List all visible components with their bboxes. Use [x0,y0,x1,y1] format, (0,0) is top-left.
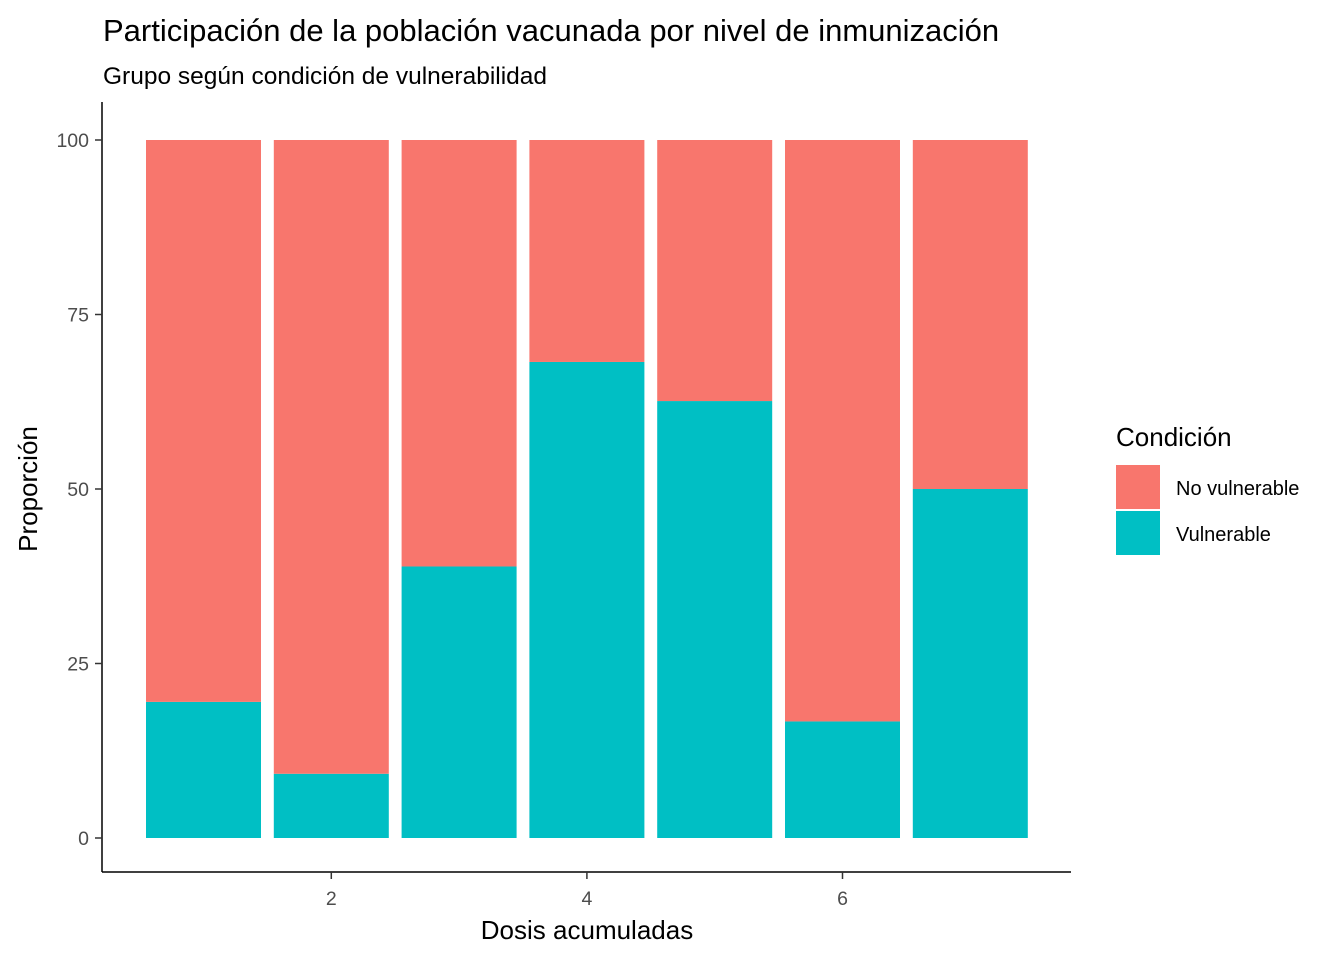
legend-label-no-vulnerable: No vulnerable [1176,478,1299,500]
legend-swatch-no-vulnerable [1116,465,1160,509]
bar-no-vulnerable-1 [146,140,261,702]
chart-title: Participación de la población vacunada p… [103,13,999,48]
y-tick-label: 50 [67,479,89,501]
bar-vulnerable-2 [273,773,389,838]
x-tick-label: 4 [581,888,592,910]
y-tick-label: 0 [78,828,89,850]
legend-title: Condición [1116,422,1232,452]
bar-vulnerable-5 [657,401,773,838]
bar-no-vulnerable-4 [529,140,645,362]
bar-vulnerable-1 [146,701,261,838]
bar-no-vulnerable-5 [657,140,773,402]
x-axis-ticks: 2 4 6 [326,872,848,910]
legend: Condición No vulnerable Vulnerable [1116,422,1299,555]
x-tick-label: 6 [837,888,848,910]
y-axis-ticks: 0 25 50 75 100 [56,130,102,850]
chart-subtitle: Grupo según condición de vulnerabilidad [103,63,547,90]
bar-vulnerable-7 [912,489,1028,838]
bar-no-vulnerable-3 [401,140,517,567]
bar-no-vulnerable-7 [912,140,1028,489]
y-tick-label: 25 [67,654,89,676]
bar-vulnerable-4 [529,361,645,838]
x-axis-title: Dosis acumuladas [481,915,693,945]
legend-swatch-vulnerable [1116,511,1160,555]
bar-vulnerable-3 [401,566,517,838]
bar-no-vulnerable-2 [273,140,389,774]
legend-label-vulnerable: Vulnerable [1176,524,1271,546]
bar-no-vulnerable-6 [785,140,900,722]
y-tick-label: 75 [67,305,89,327]
y-tick-label: 100 [56,130,89,152]
bar-vulnerable-6 [785,721,900,838]
y-axis-title: Proporción [13,426,43,552]
x-tick-label: 2 [326,888,337,910]
bars-layer [146,140,1028,838]
